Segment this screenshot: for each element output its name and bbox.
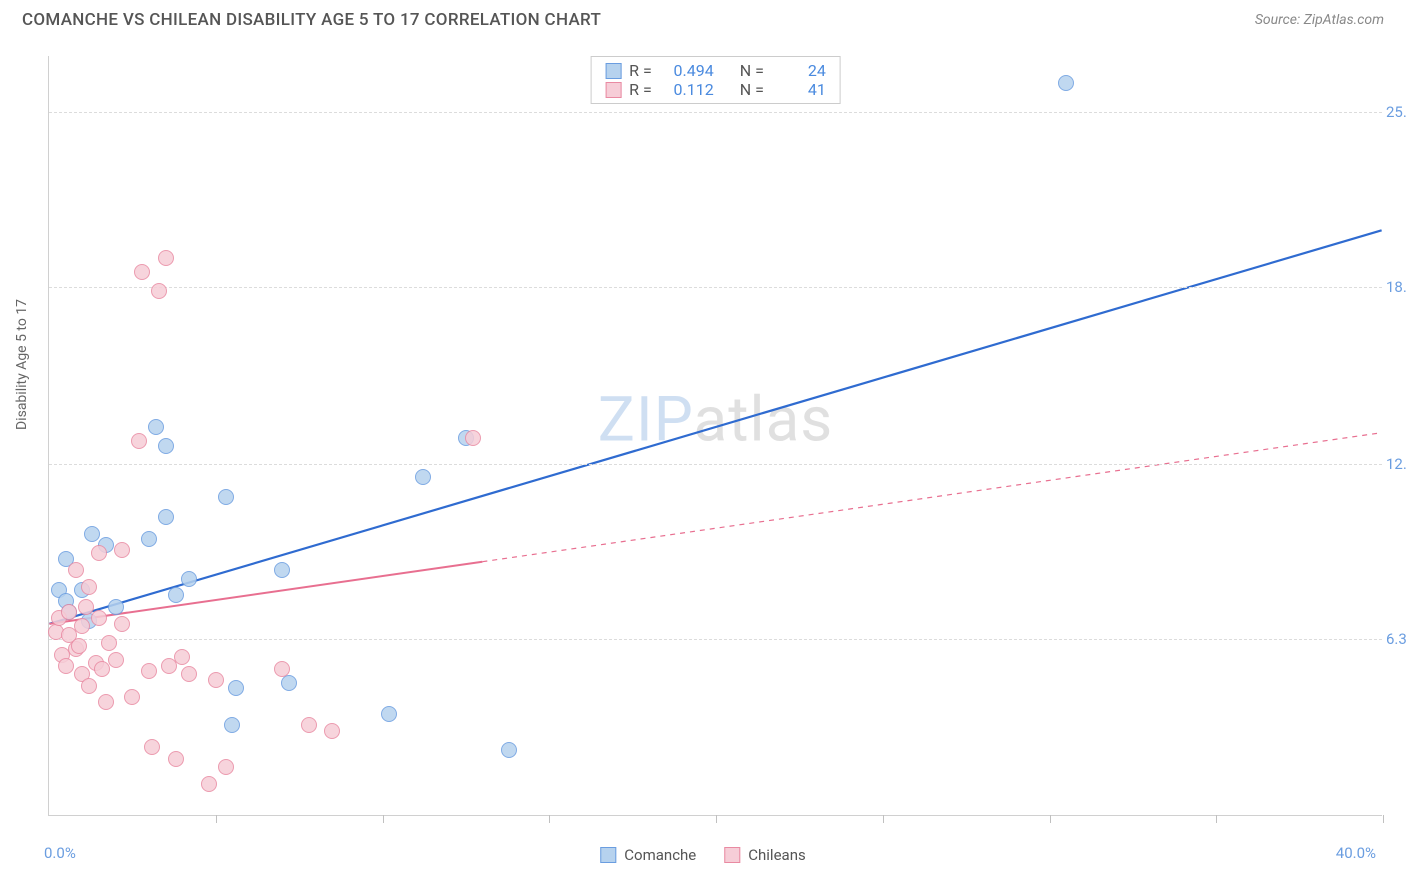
- stats-row-2: R = 0.112 N = 41: [605, 80, 826, 99]
- x-tick: [1050, 815, 1051, 823]
- data-point: [158, 509, 174, 525]
- data-point: [158, 250, 174, 266]
- data-point: [144, 739, 160, 755]
- series1-swatch: [605, 63, 621, 79]
- data-point: [134, 264, 150, 280]
- series2-swatch: [605, 82, 621, 98]
- data-point: [168, 587, 184, 603]
- data-point: [114, 542, 130, 558]
- source-label: Source: ZipAtlas.com: [1255, 12, 1384, 28]
- bottom-legend: Comanche Chileans: [600, 846, 805, 864]
- data-point: [101, 635, 117, 651]
- series1-r-value: 0.494: [660, 61, 714, 80]
- data-point: [151, 283, 167, 299]
- chart-plot-area: ZIPatlas R = 0.494 N = 24 R = 0.112 N = …: [48, 56, 1382, 816]
- legend-item-1: Comanche: [600, 846, 696, 864]
- data-point: [81, 678, 97, 694]
- data-point: [201, 776, 217, 792]
- r-label-2: R =: [629, 80, 652, 99]
- data-point: [324, 723, 340, 739]
- x-axis-max-label: 40.0%: [1336, 844, 1376, 862]
- gridline-h: [49, 639, 1382, 640]
- series1-n-value: 24: [772, 61, 826, 80]
- y-tick-label: 18.8%: [1386, 278, 1406, 296]
- series2-n-value: 41: [772, 80, 826, 99]
- trend-lines-layer: [49, 56, 1382, 815]
- legend-label-1: Comanche: [624, 846, 696, 864]
- series2-r-value: 0.112: [660, 80, 714, 99]
- legend-label-2: Chileans: [748, 846, 805, 864]
- data-point: [281, 675, 297, 691]
- gridline-h: [49, 287, 1382, 288]
- data-point: [108, 599, 124, 615]
- data-point: [91, 545, 107, 561]
- x-tick: [883, 815, 884, 823]
- data-point: [274, 661, 290, 677]
- stats-row-1: R = 0.494 N = 24: [605, 61, 826, 80]
- data-point: [218, 759, 234, 775]
- x-tick: [716, 815, 717, 823]
- data-point: [274, 562, 290, 578]
- data-point: [415, 469, 431, 485]
- data-point: [68, 562, 84, 578]
- data-point: [168, 751, 184, 767]
- n-label-2: N =: [740, 80, 764, 99]
- data-point: [381, 706, 397, 722]
- y-tick-label: 25.0%: [1386, 103, 1406, 121]
- data-point: [124, 689, 140, 705]
- x-tick: [216, 815, 217, 823]
- data-point: [131, 433, 147, 449]
- data-point: [58, 658, 74, 674]
- x-tick: [1216, 815, 1217, 823]
- data-point: [78, 599, 94, 615]
- stats-legend-box: R = 0.494 N = 24 R = 0.112 N = 41: [590, 56, 841, 104]
- data-point: [98, 694, 114, 710]
- data-point: [301, 717, 317, 733]
- data-point: [114, 616, 130, 632]
- legend-item-2: Chileans: [724, 846, 805, 864]
- y-axis-label: Disability Age 5 to 17: [14, 299, 30, 430]
- data-point: [91, 610, 107, 626]
- data-point: [465, 430, 481, 446]
- data-point: [501, 742, 517, 758]
- data-point: [74, 618, 90, 634]
- data-point: [71, 638, 87, 654]
- legend-swatch-1: [600, 847, 616, 863]
- data-point: [141, 531, 157, 547]
- x-tick: [1383, 815, 1384, 823]
- data-point: [61, 604, 77, 620]
- data-point: [141, 663, 157, 679]
- gridline-h: [49, 112, 1382, 113]
- data-point: [228, 680, 244, 696]
- data-point: [108, 652, 124, 668]
- y-tick-label: 6.3%: [1386, 630, 1406, 648]
- data-point: [208, 672, 224, 688]
- r-label: R =: [629, 61, 652, 80]
- gridline-h: [49, 464, 1382, 465]
- data-point: [148, 419, 164, 435]
- data-point: [181, 666, 197, 682]
- x-axis-min-label: 0.0%: [44, 844, 76, 862]
- chart-title: COMANCHE VS CHILEAN DISABILITY AGE 5 TO …: [22, 10, 601, 30]
- data-point: [218, 489, 234, 505]
- n-label: N =: [740, 61, 764, 80]
- legend-swatch-2: [724, 847, 740, 863]
- x-tick: [549, 815, 550, 823]
- data-point: [81, 579, 97, 595]
- data-point: [84, 526, 100, 542]
- data-point: [174, 649, 190, 665]
- x-tick: [383, 815, 384, 823]
- data-point: [158, 438, 174, 454]
- data-point: [181, 571, 197, 587]
- y-tick-label: 12.5%: [1386, 455, 1406, 473]
- data-point: [1058, 75, 1074, 91]
- data-point: [224, 717, 240, 733]
